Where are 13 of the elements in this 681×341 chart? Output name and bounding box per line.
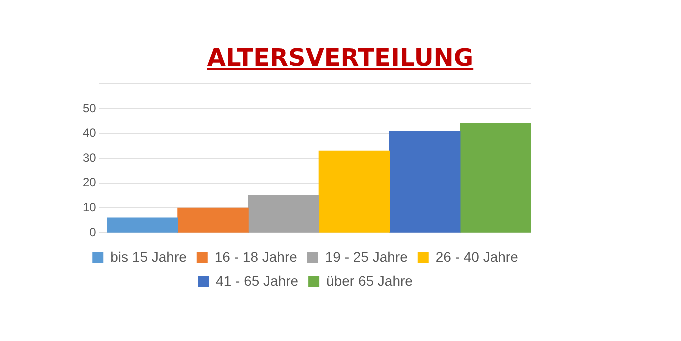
legend-label: 41 - 65 Jahre: [216, 272, 299, 289]
legend-label: 16 - 18 Jahre: [214, 248, 298, 265]
legend-label: 26 - 40 Jahre: [436, 248, 519, 265]
legend-label: bis 15 Jahre: [110, 248, 188, 265]
chart-title: ALTERSVERTEILUNG: [206, 44, 475, 74]
y-tick-label: 40: [82, 126, 97, 140]
y-tick-label: 0: [90, 225, 97, 240]
legend-label: über 65 Jahre: [326, 272, 414, 289]
y-tick-label: 50: [82, 101, 97, 116]
y-tick-label: 10: [82, 200, 97, 215]
legend-label: 19 - 25 Jahre: [325, 248, 408, 265]
y-tick-label: 30: [82, 150, 97, 165]
y-tick-label: 20: [82, 176, 97, 190]
